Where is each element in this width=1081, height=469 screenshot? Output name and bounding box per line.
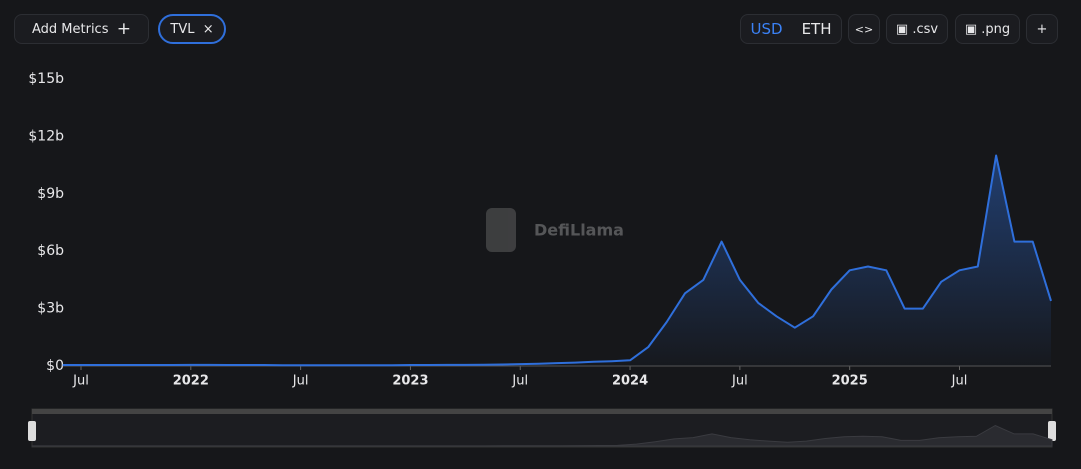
x-tick-label: 2025	[832, 374, 868, 389]
x-tick-label: Jul	[951, 374, 968, 389]
range-slider-bar[interactable]	[32, 409, 1052, 414]
x-tick-label: Jul	[72, 374, 89, 389]
label: TVL	[170, 21, 195, 37]
tvl-line	[62, 154, 1052, 367]
watermark: DefiLlama	[486, 208, 624, 252]
range-handle-right[interactable]	[1048, 421, 1056, 441]
y-tick-label: $3b	[37, 301, 64, 317]
icon: +	[116, 19, 131, 39]
add-metrics-button[interactable]: Add Metrics +	[14, 14, 149, 44]
usd-option[interactable]: USD	[750, 20, 783, 38]
x-tick-label: Jul	[292, 374, 309, 389]
x-tick-label: Jul	[511, 374, 528, 389]
more-button[interactable]: +	[1026, 14, 1058, 44]
x-tick-label: 2024	[612, 374, 648, 389]
x-tick-label: 2023	[392, 374, 428, 389]
label: <>	[854, 22, 874, 36]
range-slider[interactable]	[31, 408, 1053, 448]
y-tick-label: $15b	[28, 71, 64, 87]
embed-button[interactable]: <>	[848, 14, 880, 44]
watermark-text: DefiLlama	[534, 221, 624, 240]
x-tick-label: 2022	[173, 374, 209, 389]
range-preview	[31, 424, 1053, 447]
label: +	[1036, 21, 1048, 37]
y-tick-label: $12b	[28, 128, 64, 144]
eth-option[interactable]: ETH	[801, 20, 832, 38]
currency-toggle: USD ETH	[740, 14, 842, 44]
png-button[interactable]: ▣ .png	[955, 14, 1020, 44]
csv-button[interactable]: ▣ .csv	[886, 14, 948, 44]
label: .csv	[912, 21, 939, 37]
y-tick-label: $0	[46, 358, 64, 374]
metric-chip[interactable]: TVL ×	[158, 14, 226, 44]
range-handle-left[interactable]	[28, 421, 36, 441]
y-tick-label: $9b	[37, 186, 64, 202]
label: .png	[981, 21, 1011, 37]
tvl-area	[62, 155, 1051, 366]
x-tick-label: Jul	[731, 374, 748, 389]
close-icon[interactable]: ×	[202, 21, 214, 37]
y-tick-label: $6b	[37, 243, 64, 259]
label: Add Metrics	[31, 21, 109, 37]
